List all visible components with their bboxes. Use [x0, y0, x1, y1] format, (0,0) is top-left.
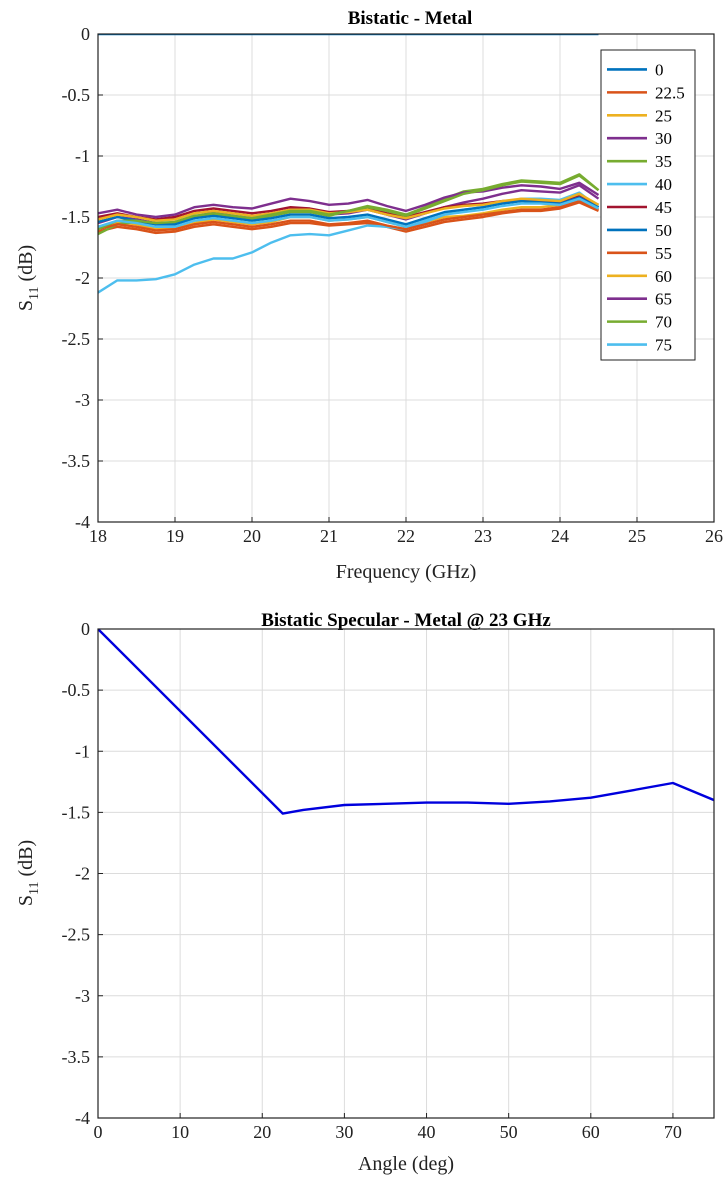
- x-tick-label: 50: [500, 1122, 518, 1142]
- x-tick-label: 25: [628, 526, 646, 546]
- y-axis-label-main: S: [15, 895, 37, 906]
- series-group: [98, 34, 600, 294]
- legend-label: 65: [655, 290, 672, 309]
- x-tick-label: 0: [94, 1122, 103, 1142]
- y-tick-label: -4: [75, 512, 90, 532]
- series-line-70: [98, 174, 600, 231]
- y-tick-label: -0.5: [62, 680, 91, 700]
- x-tick-label: 10: [171, 1122, 189, 1142]
- x-tick-label: 18: [89, 526, 107, 546]
- y-tick-label: -4: [75, 1108, 90, 1128]
- y-tick-label: -3: [75, 390, 90, 410]
- legend-label: 40: [655, 175, 672, 194]
- plot-frame: [97, 33, 715, 523]
- legend-label: 0: [655, 60, 664, 79]
- y-axis-label-unit: (dB): [15, 245, 37, 287]
- y-tick-label: -2.5: [62, 329, 91, 349]
- y-tick-label: -3: [75, 986, 90, 1006]
- series-line-75: [98, 197, 600, 228]
- y-tick-label: -2: [75, 864, 90, 884]
- x-tick-label: 40: [418, 1122, 436, 1142]
- chart-bistatic-specular: Bistatic Specular - Metal @ 23 GHz Angle…: [15, 610, 715, 1175]
- x-axis-label: Angle (deg): [358, 1153, 454, 1175]
- chart-title: Bistatic Specular - Metal @ 23 GHz: [261, 610, 551, 631]
- y-tick-label: -1: [75, 146, 90, 166]
- x-axis-label: Frequency (GHz): [336, 561, 477, 583]
- legend-label: 75: [655, 336, 672, 355]
- x-tick-label: 24: [551, 526, 569, 546]
- legend-label: 35: [655, 152, 672, 171]
- legend-label: 22.5: [655, 83, 685, 102]
- legend-box: [600, 49, 696, 361]
- x-tick-label: 20: [243, 526, 261, 546]
- svg-text:S11 (dB): S11 (dB): [15, 840, 42, 906]
- y-tick-label: -1: [75, 741, 90, 761]
- chart-bistatic-metal: Bistatic - Metal Frequency (GHz) S11 (dB…: [15, 8, 723, 583]
- svg-text:S11 (dB): S11 (dB): [15, 245, 42, 311]
- series-line-55: [98, 199, 599, 232]
- series-group: [98, 629, 714, 815]
- y-tick-label: -1.5: [62, 207, 91, 227]
- x-tick-label: 22: [397, 526, 415, 546]
- y-tick-label: -2: [75, 268, 90, 288]
- y-tick-label: -3.5: [62, 451, 91, 471]
- x-tick-label: 19: [166, 526, 184, 546]
- legend-label: 45: [655, 198, 672, 217]
- plot-frame: [97, 628, 715, 1119]
- x-tick-label: 26: [705, 526, 723, 546]
- legend-label: 55: [655, 244, 672, 263]
- legend-label: 25: [655, 106, 672, 125]
- series-line-50: [98, 196, 600, 226]
- series-line-65: [98, 181, 600, 219]
- y-tick-label: -0.5: [62, 85, 91, 105]
- y-axis-label-sub: 11: [27, 287, 42, 300]
- y-axis-label-sub: 11: [27, 882, 42, 895]
- y-axis-label-unit: (dB): [15, 840, 37, 882]
- x-tick-label: 20: [253, 1122, 271, 1142]
- chart-title: Bistatic - Metal: [348, 8, 473, 29]
- y-axis-label: S11 (dB): [15, 245, 42, 311]
- legend-label: 50: [655, 221, 672, 240]
- y-tick-label: -1.5: [62, 802, 91, 822]
- y-tick-label: -2.5: [62, 925, 91, 945]
- legend: 0 22.5 25 30 35 40 45 50 55 60 65 70 75: [600, 49, 696, 361]
- y-axis-label: S11 (dB): [15, 840, 42, 906]
- x-tick-label: 23: [474, 526, 492, 546]
- legend-label: 60: [655, 267, 672, 286]
- x-tick-label: 60: [582, 1122, 600, 1142]
- legend-label: 70: [655, 313, 672, 332]
- legend-label: 30: [655, 129, 672, 148]
- x-tick-label: 21: [320, 526, 338, 546]
- y-tick-label: 0: [81, 24, 90, 44]
- x-tick-label: 30: [335, 1122, 353, 1142]
- x-tick-label: 70: [664, 1122, 682, 1142]
- series-line-0: [98, 629, 714, 815]
- y-tick-label: 0: [81, 619, 90, 639]
- y-axis-label-main: S: [15, 300, 37, 311]
- y-tick-label: -3.5: [62, 1047, 91, 1067]
